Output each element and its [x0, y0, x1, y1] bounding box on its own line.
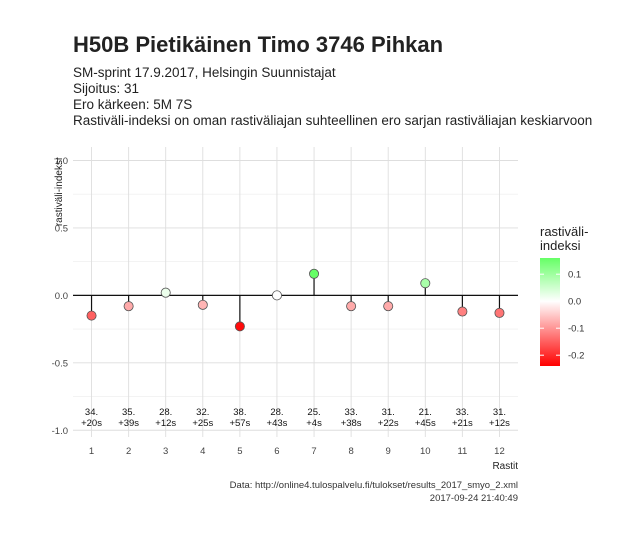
legend-colorbar [540, 258, 560, 366]
x-tick-label: 11 [457, 446, 467, 457]
time-label: +57s [229, 418, 250, 429]
legend-tick-label: 0.1 [568, 270, 581, 281]
data-point [197, 299, 208, 310]
rank-label: 35. [122, 407, 135, 418]
subtitle-line: Ero kärkeen: 5M 7S [73, 97, 193, 112]
data-point [309, 268, 320, 279]
data-point [420, 278, 431, 289]
rank-label: 32. [196, 407, 209, 418]
legend-title-line: rastiväli- [540, 224, 589, 239]
y-tick-label: 1.0 [55, 156, 68, 167]
legend-title: rastiväli- indeksi [540, 225, 610, 253]
subtitle-line: Sijoitus: 31 [73, 81, 140, 96]
rank-label: 31. [493, 407, 506, 418]
time-label: +22s [378, 418, 399, 429]
legend-tick-label: -0.1 [568, 324, 584, 335]
legend-title-line: indeksi [540, 238, 581, 253]
x-tick-label: 8 [348, 446, 353, 457]
time-label: +12s [155, 418, 176, 429]
x-tick-label: 9 [386, 446, 391, 457]
data-source-caption: Data: http://online4.tulospalvelu.fi/tul… [229, 480, 518, 491]
rank-label: 33. [345, 407, 358, 418]
rank-label: 34. [85, 407, 98, 418]
y-tick-label: -0.5 [52, 358, 68, 369]
x-tick-label: 12 [494, 446, 505, 457]
data-point [383, 301, 394, 312]
rank-label: 33. [456, 407, 469, 418]
time-label: +4s [306, 418, 322, 429]
rank-label: 31. [382, 407, 395, 418]
y-axis-label: rastiväli-indeksi [54, 158, 65, 226]
rank-label: 28. [159, 407, 172, 418]
legend-tick-label: -0.2 [568, 351, 584, 362]
y-tick-label: 0.5 [55, 223, 68, 234]
x-tick-label: 3 [163, 446, 168, 457]
time-label: +20s [81, 418, 102, 429]
x-tick-label: 6 [274, 446, 279, 457]
x-tick-label: 4 [200, 446, 205, 457]
time-label: +25s [192, 418, 213, 429]
subtitle-line: SM-sprint 17.9.2017, Helsingin Suunnista… [73, 65, 336, 80]
timestamp-caption: 2017-09-24 21:40:49 [429, 493, 518, 504]
subtitle-line: Rastiväli-indeksi on oman rastiväliajan … [73, 113, 593, 128]
data-point [123, 301, 134, 312]
x-tick-label: 1 [89, 446, 94, 457]
rank-label: 25. [307, 407, 320, 418]
data-point [160, 287, 171, 298]
time-label: +43s [267, 418, 288, 429]
chart-title: H50B Pietikäinen Timo 3746 Pihkan [73, 32, 444, 57]
rank-label: 38. [233, 407, 246, 418]
x-tick-label: 2 [126, 446, 131, 457]
x-tick-label: 10 [420, 446, 431, 457]
data-point [271, 290, 282, 301]
y-tick-label: -1.0 [52, 426, 68, 437]
time-label: +45s [415, 418, 436, 429]
time-label: +21s [452, 418, 473, 429]
y-tick-label: 0.0 [55, 291, 68, 302]
rank-label: 21. [419, 407, 432, 418]
data-point [346, 301, 357, 312]
x-tick-label: 7 [311, 446, 316, 457]
time-label: +39s [118, 418, 139, 429]
legend-tick-label: 0.0 [568, 297, 581, 308]
time-label: +12s [489, 418, 510, 429]
data-point [234, 321, 245, 332]
data-point [86, 310, 97, 321]
data-point [457, 306, 468, 317]
time-label: +38s [341, 418, 362, 429]
rank-label: 28. [270, 407, 283, 418]
data-point [494, 307, 505, 318]
x-tick-label: 5 [237, 446, 242, 457]
x-axis-label: Rastit [492, 461, 518, 472]
